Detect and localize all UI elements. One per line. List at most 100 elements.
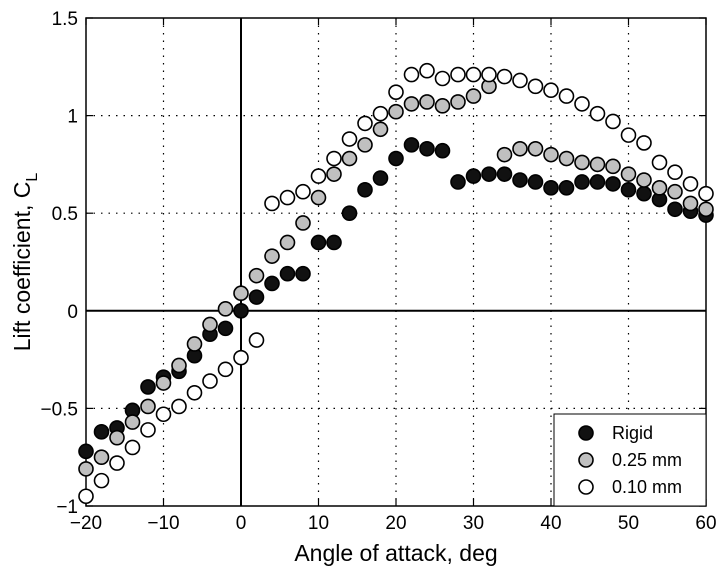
x-tick-label: −20 xyxy=(70,513,102,534)
data-point xyxy=(279,234,296,251)
data-point xyxy=(295,215,311,231)
data-point xyxy=(496,166,513,182)
y-tick-label: −1 xyxy=(56,497,78,518)
data-point xyxy=(667,183,683,200)
data-point xyxy=(419,62,435,79)
y-tick-labels: −1 −0.5 0 0.5 1 1.5 xyxy=(40,9,78,518)
data-point xyxy=(279,265,296,282)
x-tick-label: 40 xyxy=(540,513,561,534)
data-point xyxy=(434,98,451,114)
data-point xyxy=(419,140,435,157)
data-point xyxy=(326,166,342,182)
data-point xyxy=(620,166,637,182)
zero-axes-lines xyxy=(86,18,706,506)
data-point xyxy=(605,158,621,175)
x-tick-label: −10 xyxy=(147,513,179,534)
data-point xyxy=(326,234,342,251)
data-point xyxy=(558,150,575,167)
data-point xyxy=(202,316,218,333)
data-point xyxy=(140,379,156,395)
data-point xyxy=(93,424,110,440)
data-point xyxy=(512,72,528,89)
data-point xyxy=(543,146,559,163)
data-point xyxy=(465,66,482,83)
data-point xyxy=(372,105,389,122)
data-point xyxy=(512,140,528,157)
data-point xyxy=(651,180,668,196)
data-point xyxy=(558,180,575,196)
data-point xyxy=(279,189,296,206)
data-point xyxy=(450,94,466,110)
data-point xyxy=(620,181,637,198)
data-point xyxy=(217,301,234,317)
data-point xyxy=(419,94,435,110)
data-point xyxy=(434,142,451,159)
legend-marker xyxy=(578,425,594,441)
data-point xyxy=(155,406,172,423)
x-axis-label: Angle of attack, deg xyxy=(294,540,497,566)
data-point xyxy=(543,82,559,99)
data-point xyxy=(605,113,621,130)
data-point xyxy=(155,375,172,391)
data-point xyxy=(264,195,280,212)
data-point xyxy=(589,105,606,122)
legend-label: 0.10 mm xyxy=(612,477,682,497)
data-point xyxy=(558,88,575,104)
data-point xyxy=(589,174,606,190)
data-point xyxy=(341,150,358,167)
data-point xyxy=(496,146,513,163)
data-point xyxy=(589,156,606,173)
series-3 xyxy=(78,62,714,505)
y-tick-label: −0.5 xyxy=(40,399,78,420)
data-point xyxy=(512,172,528,188)
data-point xyxy=(264,275,280,292)
data-point xyxy=(465,88,482,104)
y-tick-label: 1.5 xyxy=(52,9,78,30)
data-point xyxy=(357,137,373,153)
data-point xyxy=(574,154,590,171)
data-point xyxy=(124,414,141,430)
data-point xyxy=(372,170,389,186)
legend-label: Rigid xyxy=(612,423,653,443)
data-point xyxy=(248,332,265,348)
data-point xyxy=(574,96,590,112)
data-point xyxy=(264,248,280,264)
data-point xyxy=(248,289,265,305)
x-tick-label: 60 xyxy=(695,513,716,534)
data-point xyxy=(326,150,342,167)
data-point xyxy=(310,234,327,251)
data-point xyxy=(140,398,156,415)
data-point xyxy=(698,185,714,202)
y-axis-label-main: Lift coefficient, C xyxy=(9,182,35,352)
x-tick-label: 30 xyxy=(463,513,484,534)
data-point xyxy=(248,267,265,284)
data-point xyxy=(217,361,234,378)
data-point xyxy=(388,84,404,100)
legend-marker xyxy=(578,479,594,495)
data-point xyxy=(233,349,249,366)
data-point xyxy=(527,140,544,157)
data-point xyxy=(682,176,699,192)
data-point xyxy=(481,166,497,182)
data-point xyxy=(481,66,497,83)
legend-marker xyxy=(578,452,594,468)
data-point xyxy=(357,115,373,132)
y-axis-label: Lift coefficient, CL xyxy=(9,173,41,352)
data-point xyxy=(140,422,156,438)
y-tick-label: 1 xyxy=(67,107,78,128)
data-point xyxy=(605,176,621,192)
x-tick-labels: −20 −10 0 10 20 30 40 50 60 xyxy=(70,513,717,534)
data-point xyxy=(450,174,466,190)
data-point xyxy=(109,429,125,446)
data-point xyxy=(93,449,110,466)
legend: Rigid 0.25 mm 0.10 mm xyxy=(553,413,707,507)
data-point xyxy=(78,461,94,477)
data-point xyxy=(698,201,714,218)
data-point xyxy=(403,96,420,112)
x-tick-label: 20 xyxy=(385,513,406,534)
data-point xyxy=(636,135,652,151)
data-point xyxy=(171,357,187,374)
data-point xyxy=(310,168,327,184)
y-tick-label: 0.5 xyxy=(52,204,78,225)
